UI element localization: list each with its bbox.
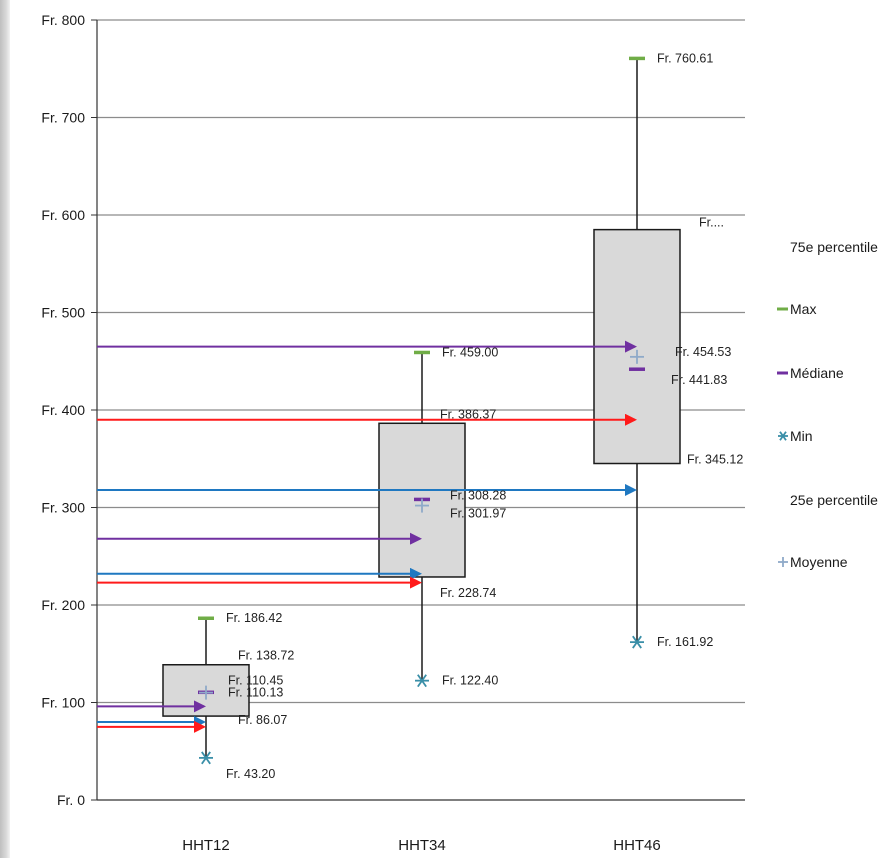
min-marker-stroke: [779, 431, 787, 441]
legend-label: Moyenne: [790, 554, 848, 570]
mean-marker: [415, 498, 429, 513]
mean-marker: [630, 349, 644, 364]
data-label-max: Fr. 760.61: [657, 51, 713, 65]
legend-label: Médiane: [790, 365, 844, 381]
y-tick-label: Fr. 600: [41, 207, 85, 223]
y-tick-label: Fr. 800: [41, 12, 85, 28]
min-marker-stroke: [201, 751, 211, 765]
x-category-label: HHT34: [398, 837, 446, 854]
arrows: [97, 340, 637, 733]
data-label-min: Fr. 122.40: [442, 674, 498, 688]
data-label-median: Fr. 441.83: [671, 373, 727, 387]
x-category-label: HHT12: [182, 837, 230, 854]
data-label-min: Fr. 43.20: [226, 767, 275, 781]
legend-entry-max: Max: [777, 301, 816, 317]
data-label-mean: Fr. 110.13: [228, 686, 283, 700]
min-marker: [415, 674, 429, 688]
legend-entry-q3: 75e percentile: [790, 239, 878, 255]
data-label-max: Fr. 459.00: [442, 345, 498, 359]
y-axis: Fr. 0 Fr. 100 Fr. 200 Fr. 300 Fr. 400 Fr. 500…: [41, 12, 745, 854]
data-label-q1: Fr. 86.07: [238, 713, 287, 727]
mean-marker: [199, 685, 213, 700]
legend-entry-q1: 25e percentile: [790, 492, 878, 508]
data-label-mean: Fr. 454.53: [675, 345, 731, 359]
legend-label: 25e percentile: [790, 492, 878, 508]
y-tick-label: Fr. 300: [41, 500, 85, 516]
boxes: [162, 56, 681, 765]
data-label-q1: Fr. 228.74: [440, 586, 496, 600]
data-label-median: Fr. 308.28: [450, 488, 506, 502]
legend-mean-marker: [778, 557, 788, 567]
legend-entry-mean: Moyenne: [778, 554, 848, 570]
data-label-mean: Fr. 301.97: [450, 507, 506, 521]
data-label-q3: Fr. 386.37: [440, 407, 496, 421]
y-tick-label: Fr. 0: [57, 792, 85, 808]
min-marker-stroke: [632, 635, 642, 649]
legend-label: Min: [790, 428, 813, 444]
y-tick-label: Fr. 200: [41, 597, 85, 613]
min-marker: [199, 751, 213, 765]
box-HHT46: [593, 56, 681, 649]
min-marker: [630, 635, 644, 649]
data-label-q3: Fr....: [699, 216, 724, 230]
legend-entry-median: Médiane: [777, 365, 844, 381]
y-tick-label: Fr. 500: [41, 305, 85, 321]
box-HHT12: [162, 616, 250, 765]
legend-entry-min: Min: [778, 428, 813, 444]
box-HHT34: [378, 350, 466, 688]
legend-min-marker: [778, 431, 788, 441]
data-label-q3: Fr. 138.72: [238, 649, 294, 663]
x-category-label: HHT46: [613, 837, 661, 854]
y-tick-label: Fr. 400: [41, 402, 85, 418]
legend-label: 75e percentile: [790, 239, 878, 255]
data-label-min: Fr. 161.92: [657, 635, 713, 649]
data-label-max: Fr. 186.42: [226, 611, 282, 625]
data-label-q1: Fr. 345.12: [687, 453, 743, 467]
data-label-median: Fr. 110.45: [228, 673, 283, 687]
y-tick-label: Fr. 700: [41, 110, 85, 126]
legend: 75e percentile Max Médiane Min 25e percentil…: [777, 239, 878, 570]
y-tick-label: Fr. 100: [41, 695, 85, 711]
min-marker-stroke: [417, 674, 427, 688]
legend-label: Max: [790, 301, 816, 317]
